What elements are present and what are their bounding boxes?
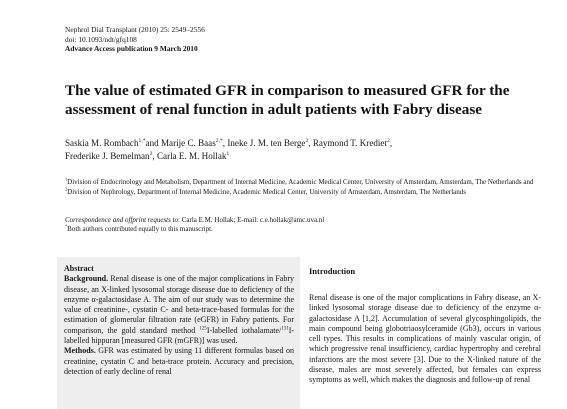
doi[interactable]: doi: 10.1093/ndt/gfq108: [65, 34, 137, 44]
author-name: Ineke J. M. ten Berge: [227, 138, 306, 148]
abstract-background: Background. Renal disease is one of the …: [64, 274, 294, 346]
author-separator: ,: [308, 138, 313, 148]
author-separator: ,: [222, 138, 228, 148]
author-list: Saskia M. Rombach1,*and Marije C. Baas2,…: [65, 137, 555, 162]
affiliation-text: Division of Endocrinology and Metabolism…: [67, 178, 534, 186]
methods-label: Methods.: [64, 346, 96, 356]
isotope-superscript: 125: [199, 326, 207, 332]
methods-text: GFR was estimated by using 11 different …: [64, 346, 294, 376]
author-separator: and: [145, 138, 161, 148]
author-name: Marije C. Baas: [160, 138, 216, 148]
background-text: Renal disease is one of the major compli…: [64, 274, 294, 335]
journal-citation: Nephrol Dial Transplant (2010) 25: 2549–…: [65, 25, 205, 34]
introduction-heading: Introduction: [309, 266, 356, 276]
author-affiliation-marker: 1,*: [138, 137, 146, 144]
author-affiliation-marker: 2,*: [215, 137, 223, 144]
introduction-paragraph: Renal disease is one of the major compli…: [309, 293, 541, 385]
affiliation-marker: 1: [65, 176, 68, 182]
background-text: I-labelled hippuran [measured GFR (mGFR)…: [64, 325, 295, 346]
advance-access-line: Advance Access publication 9 March 2010: [65, 44, 198, 53]
correspondence-label: Correspondence and offprint requests to: [65, 216, 179, 224]
author-affiliation-marker: 1: [226, 150, 230, 157]
introduction-text: Renal disease is one of the major compli…: [309, 293, 541, 386]
correspondence-text[interactable]: : Carla E.M. Hollak; E-mail: c.e.hollak@…: [178, 216, 325, 224]
correspondence-block: Correspondence and offprint requests to:…: [65, 216, 560, 234]
abstract: Abstract Background. Renal disease is on…: [64, 264, 294, 377]
author-affiliation-marker: 2: [387, 137, 390, 144]
author-separator: ,: [152, 150, 157, 161]
affiliation-marker: 2: [65, 186, 68, 192]
author-affiliation-marker: 2: [305, 137, 309, 144]
author-name: Saskia M. Rombach: [65, 138, 139, 148]
author-name: Carla E. M. Hollak: [156, 150, 227, 161]
author-name: Raymond T. Krediet: [312, 138, 387, 148]
author-affiliation-marker: 2: [149, 150, 153, 157]
background-label: Background.: [64, 274, 109, 284]
footnote-text: Both authors contributed equally to this…: [67, 225, 213, 234]
author-name: Frederike J. Bemelman: [65, 150, 150, 161]
abstract-box: [57, 257, 300, 409]
affiliations: 1Division of Endocrinology and Metabolis…: [65, 176, 560, 197]
author-separator: ,: [389, 138, 393, 148]
background-text: I-labelled iothalamate/: [206, 325, 282, 335]
affiliation-text: Division of Nephrology, Department of In…: [67, 187, 466, 196]
isotope-superscript: 131: [281, 326, 289, 332]
abstract-methods: Methods. GFR was estimated by using 11 d…: [64, 346, 294, 377]
abstract-heading: Abstract: [64, 264, 94, 273]
footnote-marker: *: [65, 223, 68, 229]
paper-title: The value of estimated GFR in comparison…: [65, 82, 510, 118]
